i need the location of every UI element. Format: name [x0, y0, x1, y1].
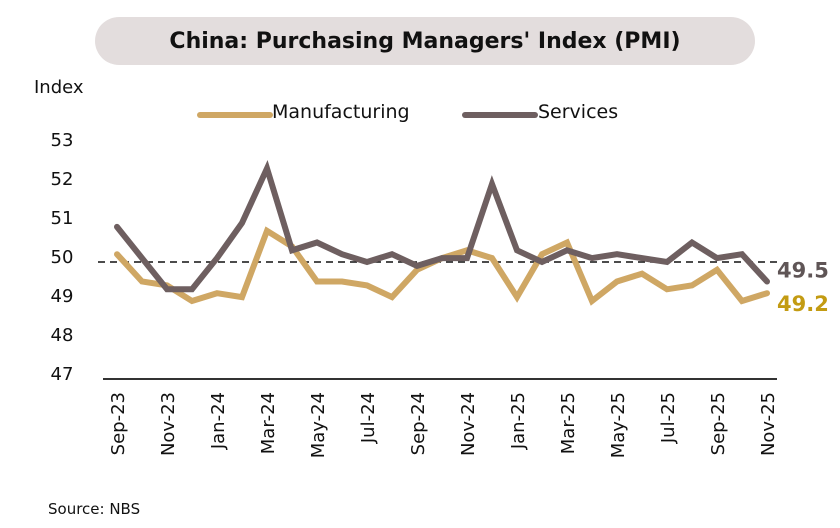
data-point-services — [766, 281, 768, 282]
x-tick-label: Jan-24 — [208, 392, 229, 450]
data-point-services — [616, 253, 618, 255]
y-tick-label: 48 — [51, 325, 74, 346]
data-point-manufacturing — [566, 242, 568, 243]
x-tick-label: Nov-25 — [758, 392, 779, 456]
data-point-services — [741, 253, 743, 255]
data-point-services — [116, 226, 118, 228]
chart-title: China: Purchasing Managers' Index (PMI) — [169, 28, 681, 54]
data-point-services — [266, 167, 268, 169]
data-point-manufacturing — [491, 257, 493, 259]
data-point-manufacturing — [616, 281, 618, 282]
data-point-manufacturing — [241, 296, 243, 298]
data-point-services — [441, 257, 443, 259]
source-note: Source: NBS — [48, 500, 141, 518]
x-tick-label: May-24 — [308, 392, 329, 458]
data-point-manufacturing — [191, 300, 193, 302]
data-point-manufacturing — [741, 300, 743, 302]
data-point-services — [366, 261, 368, 263]
data-point-services — [216, 257, 218, 259]
data-point-manufacturing — [716, 269, 718, 271]
x-tick-label: Sep-23 — [108, 392, 129, 455]
data-point-manufacturing — [341, 281, 343, 282]
data-point-services — [191, 288, 193, 290]
data-point-services — [541, 261, 543, 263]
data-point-manufacturing — [641, 273, 643, 275]
x-tick-label: Jul-24 — [358, 392, 379, 444]
data-point-services — [416, 265, 418, 267]
y-tick-label: 50 — [51, 247, 74, 268]
data-point-manufacturing — [691, 284, 693, 286]
data-point-manufacturing — [266, 230, 268, 232]
x-tick-label: Sep-25 — [708, 392, 729, 455]
data-point-manufacturing — [366, 284, 368, 286]
x-tick-label: Nov-24 — [458, 392, 479, 456]
data-point-manufacturing — [216, 292, 218, 294]
end-label-manufacturing: 49.2 — [777, 292, 829, 316]
data-point-manufacturing — [141, 281, 143, 282]
data-point-services — [341, 253, 343, 255]
data-point-manufacturing — [516, 296, 518, 298]
data-point-services — [241, 222, 243, 224]
y-tick-label: 47 — [51, 364, 74, 385]
data-point-manufacturing — [116, 253, 118, 255]
data-point-services — [316, 242, 318, 243]
data-point-manufacturing — [416, 269, 418, 271]
data-point-services — [491, 183, 493, 185]
data-point-manufacturing — [541, 253, 543, 255]
x-tick-label: Jul-25 — [658, 392, 679, 444]
data-point-services — [566, 249, 568, 251]
x-tick-label: Sep-24 — [408, 392, 429, 455]
y-tick-label: 49 — [51, 286, 74, 307]
x-tick-label: Mar-25 — [558, 392, 579, 454]
end-label-services: 49.5 — [777, 259, 829, 283]
data-point-manufacturing — [666, 288, 668, 290]
data-point-services — [691, 242, 693, 243]
data-point-services — [466, 257, 468, 259]
data-point-services — [591, 257, 593, 259]
chart-title-banner: China: Purchasing Managers' Index (PMI) — [95, 17, 755, 65]
data-point-services — [391, 253, 393, 255]
data-point-services — [516, 249, 518, 251]
y-tick-label: 52 — [51, 169, 74, 190]
data-point-services — [166, 288, 168, 290]
x-tick-label: Nov-23 — [158, 392, 179, 456]
data-point-manufacturing — [766, 292, 768, 294]
data-point-manufacturing — [316, 281, 318, 282]
series-line-services — [114, 159, 770, 293]
y-tick-label: 53 — [51, 130, 74, 151]
y-tick-label: 51 — [51, 208, 74, 229]
data-point-services — [666, 261, 668, 263]
x-tick-label: May-25 — [608, 392, 629, 458]
data-point-manufacturing — [591, 300, 593, 302]
legend-label-services: Services — [538, 101, 618, 123]
y-axis-label: Index — [34, 77, 84, 98]
x-tick-label: Jan-25 — [508, 392, 529, 450]
data-point-services — [641, 257, 643, 259]
data-point-services — [141, 257, 143, 259]
data-point-manufacturing — [391, 296, 393, 298]
data-point-services — [291, 249, 293, 251]
legend-label-manufacturing: Manufacturing — [272, 101, 410, 123]
data-point-services — [716, 257, 718, 259]
x-tick-label: Mar-24 — [258, 392, 279, 454]
